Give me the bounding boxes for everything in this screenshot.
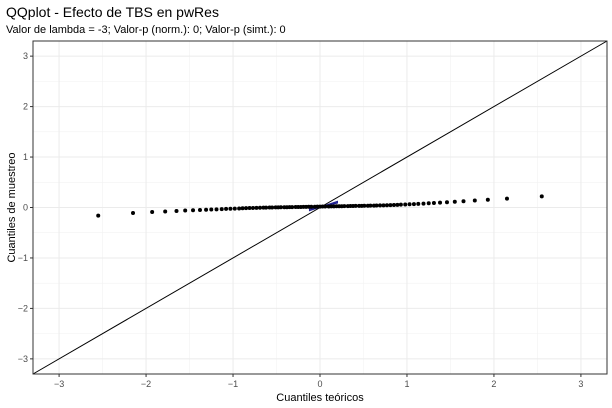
data-point bbox=[472, 198, 477, 203]
data-point bbox=[183, 208, 188, 213]
data-point bbox=[257, 205, 262, 210]
data-point bbox=[353, 203, 358, 208]
data-point bbox=[461, 199, 466, 204]
data-point bbox=[485, 197, 490, 202]
data-point bbox=[174, 209, 179, 214]
data-point bbox=[342, 204, 347, 209]
data-point bbox=[150, 210, 155, 215]
data-point bbox=[224, 206, 229, 211]
data-point bbox=[391, 202, 396, 207]
data-point bbox=[368, 203, 373, 208]
x-axis-title: Cuantiles teóricos bbox=[276, 392, 364, 404]
data-point bbox=[431, 200, 436, 205]
data-point bbox=[131, 211, 136, 216]
y-tick-label: 0 bbox=[23, 203, 28, 213]
x-tick-label: 2 bbox=[491, 379, 496, 389]
x-tick-label: −3 bbox=[54, 379, 64, 389]
data-point bbox=[197, 208, 202, 213]
data-points bbox=[96, 194, 544, 218]
data-point bbox=[191, 208, 196, 213]
data-point bbox=[244, 206, 249, 211]
data-point bbox=[411, 202, 416, 207]
data-point bbox=[381, 203, 386, 208]
y-axis-title: Cuantiles de muestreo bbox=[6, 152, 18, 262]
data-point bbox=[539, 194, 544, 199]
data-point bbox=[96, 213, 101, 218]
x-tick-label: 1 bbox=[404, 379, 409, 389]
y-tick-label: 2 bbox=[23, 102, 28, 112]
data-point bbox=[290, 205, 295, 210]
data-point bbox=[504, 196, 509, 201]
x-tick-label: 3 bbox=[578, 379, 583, 389]
data-point bbox=[247, 206, 252, 211]
data-point bbox=[240, 206, 245, 211]
y-tick-label: 3 bbox=[23, 51, 28, 61]
data-point bbox=[237, 206, 242, 211]
x-axis-ticks: −3 −2 −1 0 1 2 3 bbox=[54, 374, 583, 389]
data-point bbox=[403, 202, 408, 207]
data-point bbox=[378, 203, 383, 208]
x-tick-label: −2 bbox=[141, 379, 151, 389]
data-point bbox=[362, 203, 367, 208]
data-point bbox=[426, 201, 431, 206]
y-tick-label: −1 bbox=[18, 253, 28, 263]
data-point bbox=[384, 203, 389, 208]
y-tick-label: −2 bbox=[18, 303, 28, 313]
data-point bbox=[395, 202, 400, 207]
data-point bbox=[163, 209, 168, 214]
data-point bbox=[444, 200, 449, 205]
y-tick-label: −3 bbox=[18, 354, 28, 364]
data-point bbox=[254, 205, 259, 210]
data-point bbox=[278, 205, 283, 210]
data-point bbox=[219, 207, 224, 212]
data-point bbox=[214, 207, 219, 212]
data-point bbox=[416, 201, 421, 206]
data-point bbox=[388, 203, 393, 208]
data-point bbox=[407, 202, 412, 207]
data-point bbox=[374, 203, 379, 208]
data-point bbox=[209, 207, 214, 212]
x-tick-label: 0 bbox=[317, 379, 322, 389]
data-point bbox=[204, 207, 209, 212]
data-point bbox=[228, 206, 233, 211]
data-point bbox=[323, 204, 328, 209]
y-axis-ticks: −3 −2 −1 0 1 2 3 bbox=[18, 51, 33, 364]
data-point bbox=[232, 206, 237, 211]
chart-title: QQplot - Efecto de TBS en pwRes bbox=[6, 4, 219, 20]
data-point bbox=[270, 205, 275, 210]
chart-subtitle: Valor de lambda = -3; Valor-p (norm.): 0… bbox=[6, 24, 286, 36]
data-point bbox=[438, 200, 443, 205]
x-tick-label: −1 bbox=[228, 379, 238, 389]
data-point bbox=[251, 205, 256, 210]
grid-lines bbox=[33, 41, 607, 374]
data-point bbox=[398, 202, 403, 207]
data-point bbox=[452, 199, 457, 204]
data-point bbox=[309, 204, 314, 209]
data-point bbox=[421, 201, 426, 206]
y-tick-label: 1 bbox=[23, 152, 28, 162]
data-point bbox=[264, 205, 269, 210]
